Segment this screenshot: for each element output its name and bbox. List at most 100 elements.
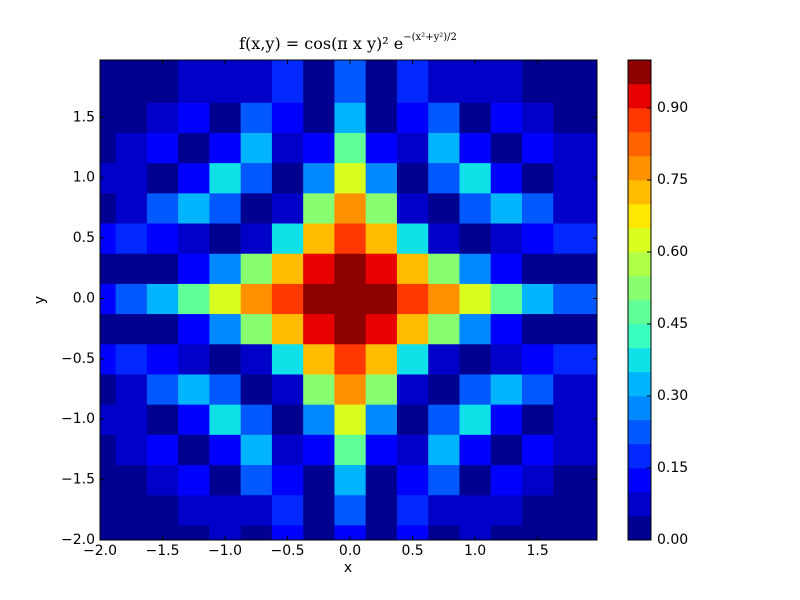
contour-cell [178,102,210,133]
contour-cell [209,524,242,540]
colorbar-band [628,516,651,541]
contour-cell [146,223,179,254]
contour-cell [490,102,523,133]
contour-cell [553,102,597,133]
contour-cell [334,253,367,284]
contour-cell [334,283,367,315]
colorbar-band [628,204,651,229]
contour-cell [553,223,597,254]
x-tick-label: 1.0 [464,543,486,559]
contour-cell [240,404,273,435]
contour-cell [303,253,335,284]
contour-cell [553,60,597,103]
contour-cell [396,464,429,496]
contour-cell [115,494,148,526]
contour-cell [365,162,398,194]
contour-cell [334,373,367,405]
contour-cell [303,343,335,375]
contour-cell [459,223,492,254]
contour-cell [459,192,492,224]
contour-cell [146,343,179,375]
contour-cell [240,373,273,405]
contour-cell [178,404,210,435]
contour-cell [459,102,492,133]
contour-cell [178,60,210,103]
colorbar-band [628,468,651,493]
contour-cell [428,373,460,405]
contour-cell [459,434,492,466]
contour-cell [146,253,179,284]
contour-cell [428,313,460,345]
contour-cell [100,162,117,194]
contour-cell [334,524,367,540]
contour-cell [459,524,492,540]
contour-cell [271,132,304,164]
contour-cell [146,192,179,224]
contour-cell [240,102,273,133]
contour-cell [146,313,179,345]
contour-cell [334,434,367,466]
contour-cell [396,434,429,466]
contour-cell [178,494,210,526]
contour-cell [490,494,523,526]
colorbar-band [628,492,651,517]
title-main: f(x,y) = cos(π x y)² e [239,34,403,53]
contour-cell [115,102,148,133]
contour-cell [396,132,429,164]
contour-cell [209,373,242,405]
colorbar-band [628,396,651,421]
contour-cell [303,60,335,103]
contour-cell [396,60,429,103]
contour-cell [115,343,148,375]
contour-cell [334,192,367,224]
contour-cell [521,373,554,405]
contour-cell [428,404,460,435]
contour-cell [271,343,304,375]
contour-cell [115,253,148,284]
contour-cell [240,524,273,540]
contour-cell [553,162,597,194]
contour-cell [271,313,304,345]
contour-cell [334,464,367,496]
x-tick-label: −1.5 [146,543,180,559]
contour-cell [271,162,304,194]
contour-cell [240,223,273,254]
contour-cell [553,434,597,466]
contour-cell [334,223,367,254]
contour-cell [428,434,460,466]
contour-cell [459,343,492,375]
contour-cell [209,283,242,315]
contour-cell [271,434,304,466]
contour-cell [303,494,335,526]
contour-cell [209,102,242,133]
contour-cell [240,434,273,466]
colorbar-tick-label: 0.90 [657,100,688,116]
contour-cell [365,404,398,435]
contour-cell [396,373,429,405]
contour-cell [553,253,597,284]
contour-cell [490,343,523,375]
contour-cell [490,192,523,224]
contour-cell [209,162,242,194]
contour-cell [490,162,523,194]
colorbar-tick-label: 0.60 [657,244,688,260]
contour-cell [365,102,398,133]
y-axis-label: y [32,296,48,304]
contour-cell [115,60,148,103]
colorbar-frame [627,59,652,541]
y-tick-label: 0.5 [73,230,95,246]
contour-cell [365,132,398,164]
contour-cell [396,102,429,133]
contour-cell [521,343,554,375]
contour-cell [271,283,304,315]
contour-cell [146,162,179,194]
y-tick-label: −2.0 [61,532,95,548]
contour-cell [100,192,117,224]
contour-cell [100,102,117,133]
contour-cell [365,192,398,224]
contour-cell [146,283,179,315]
contour-cell [490,464,523,496]
y-tick-label: −0.5 [61,351,95,367]
contour-cell [100,464,117,496]
